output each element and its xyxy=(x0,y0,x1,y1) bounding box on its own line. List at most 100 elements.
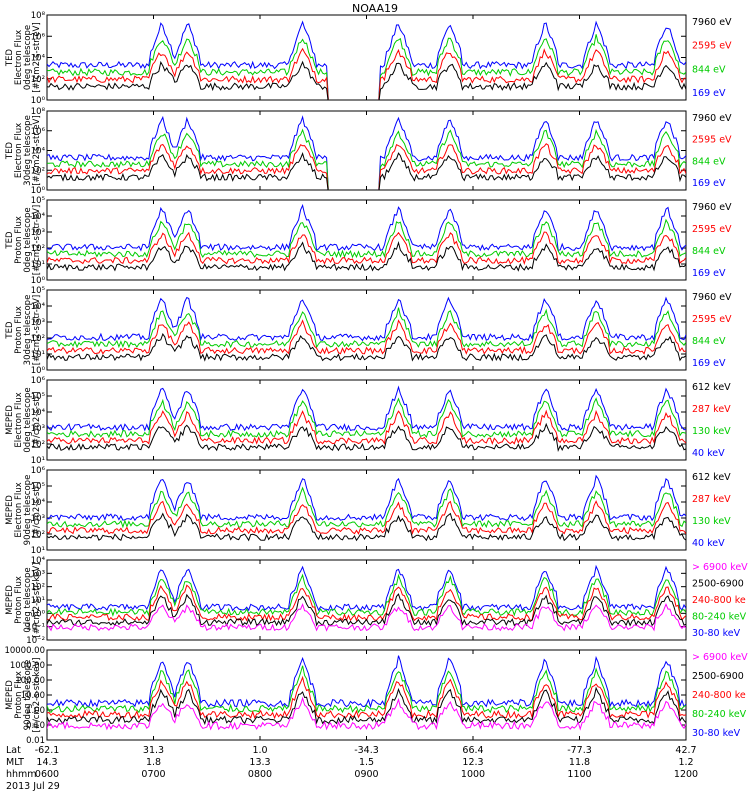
legend-entry: 240-800 ke xyxy=(692,595,746,606)
y-tick-label: 10¹ xyxy=(31,456,45,466)
panel-5 xyxy=(46,379,687,461)
y-tick-label: 10⁶ xyxy=(31,466,46,476)
y-axis-label: [#/cm2-s-str-eV] xyxy=(32,115,42,185)
x-tick-label: -77.3 xyxy=(567,745,592,756)
y-axis-label: Electron Flux xyxy=(14,392,24,447)
x-tick-label: -62.1 xyxy=(35,745,60,756)
series-line xyxy=(47,409,686,446)
y-tick-label: 10⁶ xyxy=(31,376,46,386)
y-tick-label: 10² xyxy=(31,75,45,85)
legend-entry: 7960 eV xyxy=(692,113,732,124)
legend-entry: 169 eV xyxy=(692,88,726,99)
y-tick-label: 10⁴ xyxy=(31,54,46,64)
x-tick-label: 1.8 xyxy=(146,757,161,768)
x-tick-label: 1200 xyxy=(674,769,698,780)
y-tick-label: 10¹ xyxy=(31,260,45,270)
legend-entry: 40 keV xyxy=(692,448,725,459)
series-line xyxy=(47,333,686,362)
legend-entry: 7960 eV xyxy=(692,202,732,213)
series-line xyxy=(47,573,686,618)
y-tick-label: 10³ xyxy=(31,318,45,328)
legend-entry: 844 eV xyxy=(692,156,726,167)
panel-frame xyxy=(46,14,687,101)
y-axis-label: 0deg telescope xyxy=(23,387,33,452)
y-axis-label: Proton Flux xyxy=(14,216,24,264)
y-tick-label: 10⁴ xyxy=(31,408,46,418)
y-tick-label: 10³ xyxy=(31,424,45,434)
x-tick-label: 1.5 xyxy=(359,757,374,768)
y-axis-label: MEPED xyxy=(5,495,15,525)
y-axis-label: 0deg telescope xyxy=(23,567,33,632)
series-line xyxy=(47,115,686,190)
legend-entry: 80-240 keV xyxy=(692,612,747,623)
y-tick-label: 0.01 xyxy=(26,736,45,746)
y-axis-label: MEPED xyxy=(5,405,15,435)
legend-entry: 287 keV xyxy=(692,404,731,415)
series-line xyxy=(47,474,686,522)
x-row-label: hhmm xyxy=(6,769,37,780)
y-tick-label: 10⁸ xyxy=(31,107,46,117)
y-axis-label: [#/cm2-s-str-eV] xyxy=(32,22,42,92)
x-tick-label: 66.4 xyxy=(462,745,483,756)
y-axis-label: 90deg telescope xyxy=(23,660,33,731)
x-tick-label: 1100 xyxy=(567,769,591,780)
series-line xyxy=(47,422,686,453)
legend-entry: 7960 eV xyxy=(692,292,732,303)
y-tick-label: 10⁻² xyxy=(26,636,45,646)
series-line xyxy=(47,34,686,100)
y-tick-label: 10⁶ xyxy=(31,127,46,137)
x-tick-label: 0900 xyxy=(354,769,378,780)
y-tick-label: 10⁰ xyxy=(31,186,46,196)
series-line xyxy=(47,602,686,632)
x-tick-label: 1.0 xyxy=(252,745,267,756)
legend-entry: 2500-6900 xyxy=(692,579,744,590)
chart-title: NOAA19 xyxy=(351,2,399,15)
series-line xyxy=(47,307,686,349)
legend-entry: 844 eV xyxy=(692,64,726,75)
y-axis-label: MEPED xyxy=(5,585,15,615)
y-tick-label: 10³ xyxy=(31,514,45,524)
y-axis-label: 0deg telescope xyxy=(23,25,33,90)
legend-entry: 2595 eV xyxy=(692,314,732,325)
series-line xyxy=(47,60,686,100)
y-tick-label: 10⁰ xyxy=(31,96,46,106)
panel-2 xyxy=(46,110,687,191)
y-tick-label: 10⁵ xyxy=(31,196,45,206)
trace-group xyxy=(47,20,686,100)
y-tick-label: 10.00 xyxy=(21,691,45,701)
y-axis-label: Electron Flux xyxy=(14,482,24,537)
legend-entry: 844 eV xyxy=(692,246,726,257)
series-line xyxy=(47,564,686,612)
panel-7 xyxy=(46,559,687,641)
series-line xyxy=(47,20,686,100)
legend-entry: 80-240 keV xyxy=(692,709,747,720)
legend-entry: 2595 eV xyxy=(692,224,732,235)
y-axis-label: [#/cm2-s-str-keV] xyxy=(32,658,42,733)
y-tick-label: 10² xyxy=(31,166,45,176)
trace-group xyxy=(47,655,686,731)
panel-1 xyxy=(46,14,687,101)
y-tick-label: 10¹ xyxy=(31,350,45,360)
y-axis-label: [#/cm2-s-str-eV] xyxy=(32,205,42,275)
legend-entry: 240-800 ke xyxy=(692,690,746,701)
trace-group xyxy=(47,203,686,272)
y-tick-label: 10⁸ xyxy=(31,11,46,21)
y-tick-label: 10¹ xyxy=(31,546,45,556)
legend-entry: > 6900 keV xyxy=(692,562,748,573)
date-label: 2013 Jul 29 xyxy=(6,781,60,792)
series-line xyxy=(47,593,686,627)
legend-entry: 844 eV xyxy=(692,336,726,347)
x-tick-label: 11.8 xyxy=(569,757,590,768)
y-tick-label: 10⁵ xyxy=(31,482,45,492)
y-axis-label: [#/cm2-s-str-keV] xyxy=(32,563,42,638)
series-line xyxy=(47,655,686,709)
y-axis-label: TED xyxy=(5,231,15,250)
y-axis-label: Electron Flux xyxy=(14,30,24,85)
y-tick-label: 10² xyxy=(31,244,45,254)
panel-frame xyxy=(46,379,687,461)
series-line xyxy=(47,500,686,536)
panel-6 xyxy=(46,469,687,551)
y-tick-label: 10³ xyxy=(31,569,45,579)
y-axis-label: [#/cm2-s-str] xyxy=(32,392,42,449)
legend-entry: > 6900 keV xyxy=(692,652,748,663)
